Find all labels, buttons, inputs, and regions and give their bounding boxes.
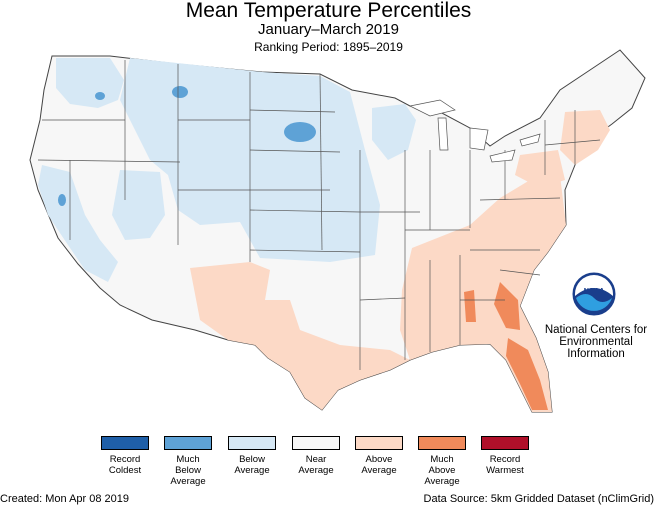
ranking-period: Ranking Period: 1895–2019 (254, 40, 403, 54)
page-subtitle: January–March 2019 (258, 21, 399, 38)
state-boundaries (37, 60, 601, 370)
legend-label: Near Average (298, 454, 334, 476)
great-lakes (408, 99, 541, 163)
legend-below-average: Below Average (221, 436, 283, 476)
legend-label: Above Average (361, 454, 397, 476)
legend-record-coldest: Record Coldest (94, 436, 156, 476)
legend-swatch (481, 436, 529, 450)
created-date: Created: Mon Apr 08 2019 (0, 493, 130, 505)
legend-record-warmest: Record Warmest (474, 436, 536, 476)
legend-near-average: Near Average (285, 436, 347, 476)
much-below-average-areas (58, 86, 316, 206)
legend-swatch (355, 436, 403, 450)
page-title: Mean Temperature Percentiles (185, 0, 472, 22)
legend-label: Below Average (234, 454, 270, 476)
legend-above-average: Above Average (348, 436, 410, 476)
legend-label: Much Above Average (424, 454, 460, 487)
legend-label: Much Below Average (170, 454, 206, 487)
legend-swatch (101, 436, 149, 450)
legend-much-above-average: Much Above Average (411, 436, 473, 487)
noaa-logo-text: NOAA (584, 288, 605, 295)
agency-name: National Centers for Environmental Infor… (544, 324, 648, 360)
legend-much-below-average: Much Below Average (157, 436, 219, 487)
noaa-logo-icon: NOAA (572, 272, 616, 316)
much-above-average-areas (464, 282, 548, 410)
us-temperature-map (29, 49, 646, 413)
legend: Record Coldest Much Below Average Below … (0, 436, 657, 496)
legend-label: Record Coldest (108, 454, 142, 476)
legend-label: Record Warmest (486, 454, 524, 476)
legend-swatch (228, 436, 276, 450)
data-source: Data Source: 5km Gridded Dataset (nClimG… (423, 493, 654, 505)
legend-swatch (292, 436, 340, 450)
legend-swatch (164, 436, 212, 450)
legend-swatch (418, 436, 466, 450)
